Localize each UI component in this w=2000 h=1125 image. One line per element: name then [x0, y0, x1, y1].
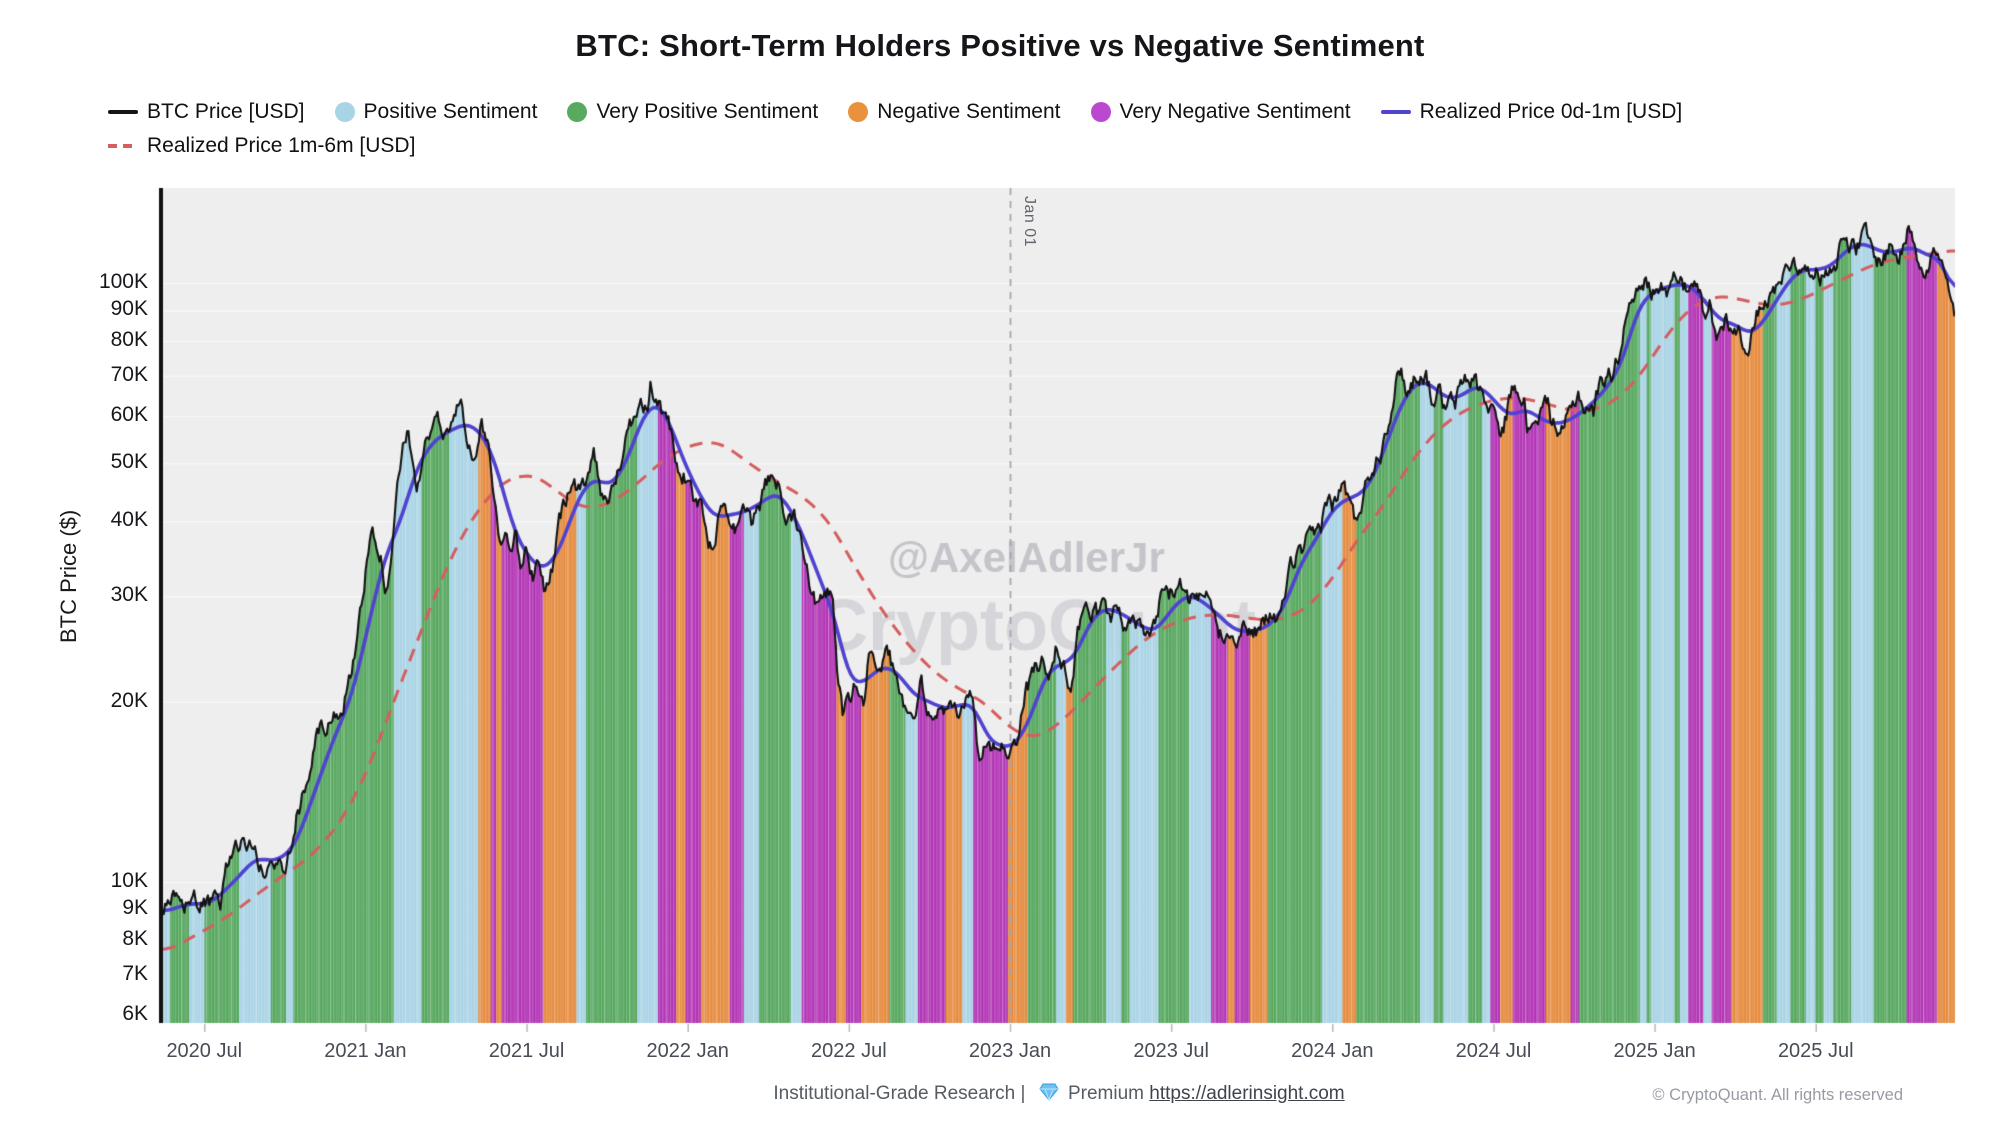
legend-circle-marker	[848, 102, 869, 122]
legend-item-btc-price-usd[interactable]: BTC Price [USD]	[108, 100, 305, 124]
legend-item-label: Realized Price 0d-1m [USD]	[1419, 100, 1683, 123]
legend-item-negative-sentiment[interactable]: Negative Sentiment	[848, 100, 1061, 124]
legend-item-label: Negative Sentiment	[877, 100, 1061, 123]
legend-item-label: BTC Price [USD]	[147, 100, 305, 123]
legend-dashed-line-marker	[108, 144, 138, 148]
legend-row-1: BTC Price [USD] Positive Sentiment Very Po…	[108, 100, 1682, 124]
footer-premium-label: Premium	[1067, 1083, 1144, 1104]
legend-circle-marker	[1090, 102, 1111, 122]
legend-item-very-negative-sentiment[interactable]: Very Negative Sentiment	[1090, 100, 1351, 124]
legend-item-realized-price-1m-6m-usd[interactable]: Realized Price 1m-6m [USD]	[108, 134, 415, 158]
legend-circle-marker	[334, 102, 355, 122]
legend-item-very-positive-sentiment[interactable]: Very Positive Sentiment	[567, 100, 818, 124]
legend-circle-marker	[567, 102, 588, 122]
legend-line-marker	[1380, 110, 1411, 114]
legend-item-label: Positive Sentiment	[363, 100, 538, 123]
legend-row-2: Realized Price 1m-6m [USD]	[108, 134, 415, 158]
adlerinsight-link[interactable]: https://adlerinsight.com	[1149, 1083, 1345, 1104]
legend-item-label: Very Positive Sentiment	[596, 100, 819, 123]
gem-icon	[1039, 1083, 1059, 1101]
legend-item-label: Realized Price 1m-6m [USD]	[147, 134, 416, 157]
legend-item-label: Very Negative Sentiment	[1119, 100, 1351, 123]
footer: Institutional-Grade Research | Premium h…	[163, 1083, 1955, 1105]
legend-item-positive-sentiment[interactable]: Positive Sentiment	[334, 100, 538, 124]
legend-line-marker	[108, 110, 138, 114]
legend-item-realized-price-0d-1m-usd[interactable]: Realized Price 0d-1m [USD]	[1380, 100, 1683, 124]
footer-research-text: Institutional-Grade Research |	[773, 1083, 1026, 1104]
